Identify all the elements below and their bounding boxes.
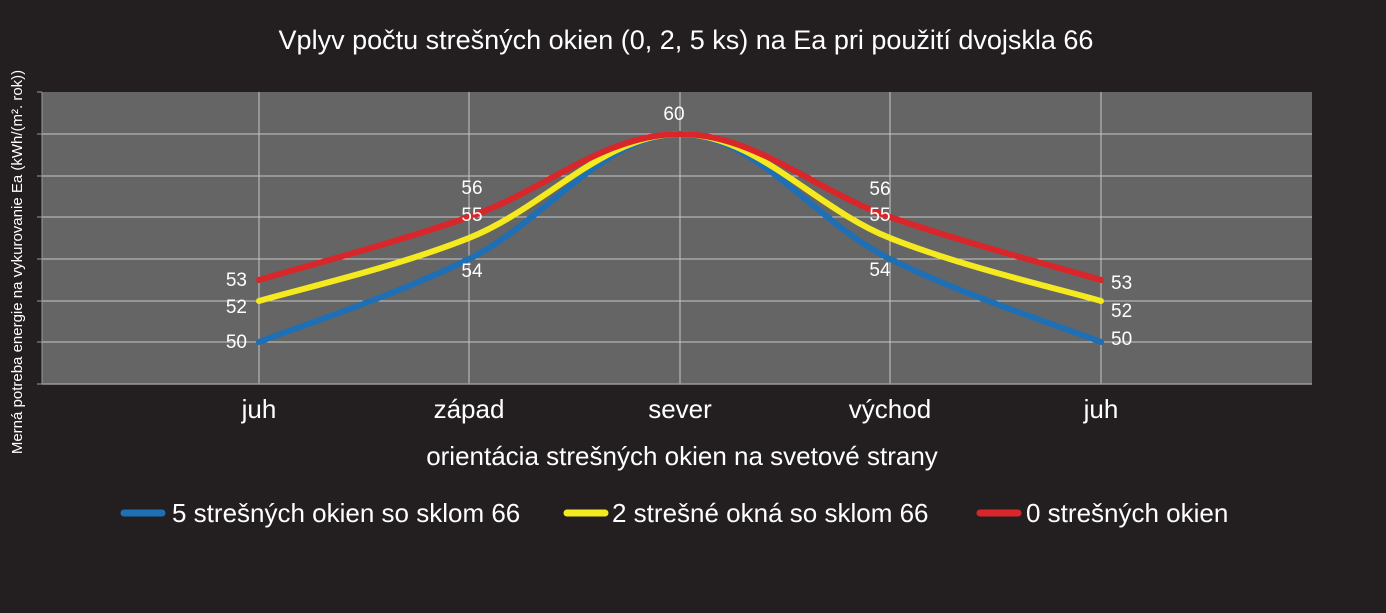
data-label: 50 <box>1111 329 1132 350</box>
data-label: 52 <box>226 297 247 318</box>
x-tick-label: západ <box>434 394 505 424</box>
legend-entry: 5 strešných okien so sklom 66 <box>172 498 520 528</box>
data-label: 56 <box>461 178 482 199</box>
legend-entry: 0 strešných okien <box>1026 498 1228 528</box>
data-label: 50 <box>226 332 247 353</box>
data-label: 54 <box>461 261 483 282</box>
data-label: 55 <box>869 205 890 226</box>
x-tick-label: sever <box>648 394 712 424</box>
data-label: 56 <box>869 179 890 200</box>
legend-entry: 2 strešné okná so sklom 66 <box>612 498 929 528</box>
x-tick-label: juh <box>1083 394 1119 424</box>
x-axis: juh západ sever východ juh <box>37 91 1312 424</box>
plot-background <box>42 92 1312 384</box>
series-lines <box>256 131 1104 345</box>
x-tick-label: východ <box>849 394 931 424</box>
data-label: 54 <box>869 260 891 281</box>
plot-area: 50 54 54 50 52 55 55 52 53 56 60 56 53 <box>42 92 1312 384</box>
data-label: 55 <box>461 205 482 226</box>
y-axis-label: Merná potreba energie na vykurovanie Ea … <box>9 70 26 454</box>
data-label: 60 <box>663 104 684 125</box>
data-label: 52 <box>1111 301 1132 322</box>
x-axis-label: orientácia strešných okien na svetové st… <box>426 441 938 471</box>
data-label: 53 <box>226 270 247 291</box>
data-labels: 50 54 54 50 52 55 55 52 53 56 60 56 53 <box>226 104 1132 353</box>
chart-title: Vplyv počtu strešných okien (0, 2, 5 ks)… <box>279 25 1094 55</box>
x-tick-label: juh <box>241 394 277 424</box>
data-label: 53 <box>1111 273 1132 294</box>
legend: 5 strešných okien so sklom 66 2 strešné o… <box>120 498 1228 528</box>
series-line-0-okien <box>256 131 1104 283</box>
